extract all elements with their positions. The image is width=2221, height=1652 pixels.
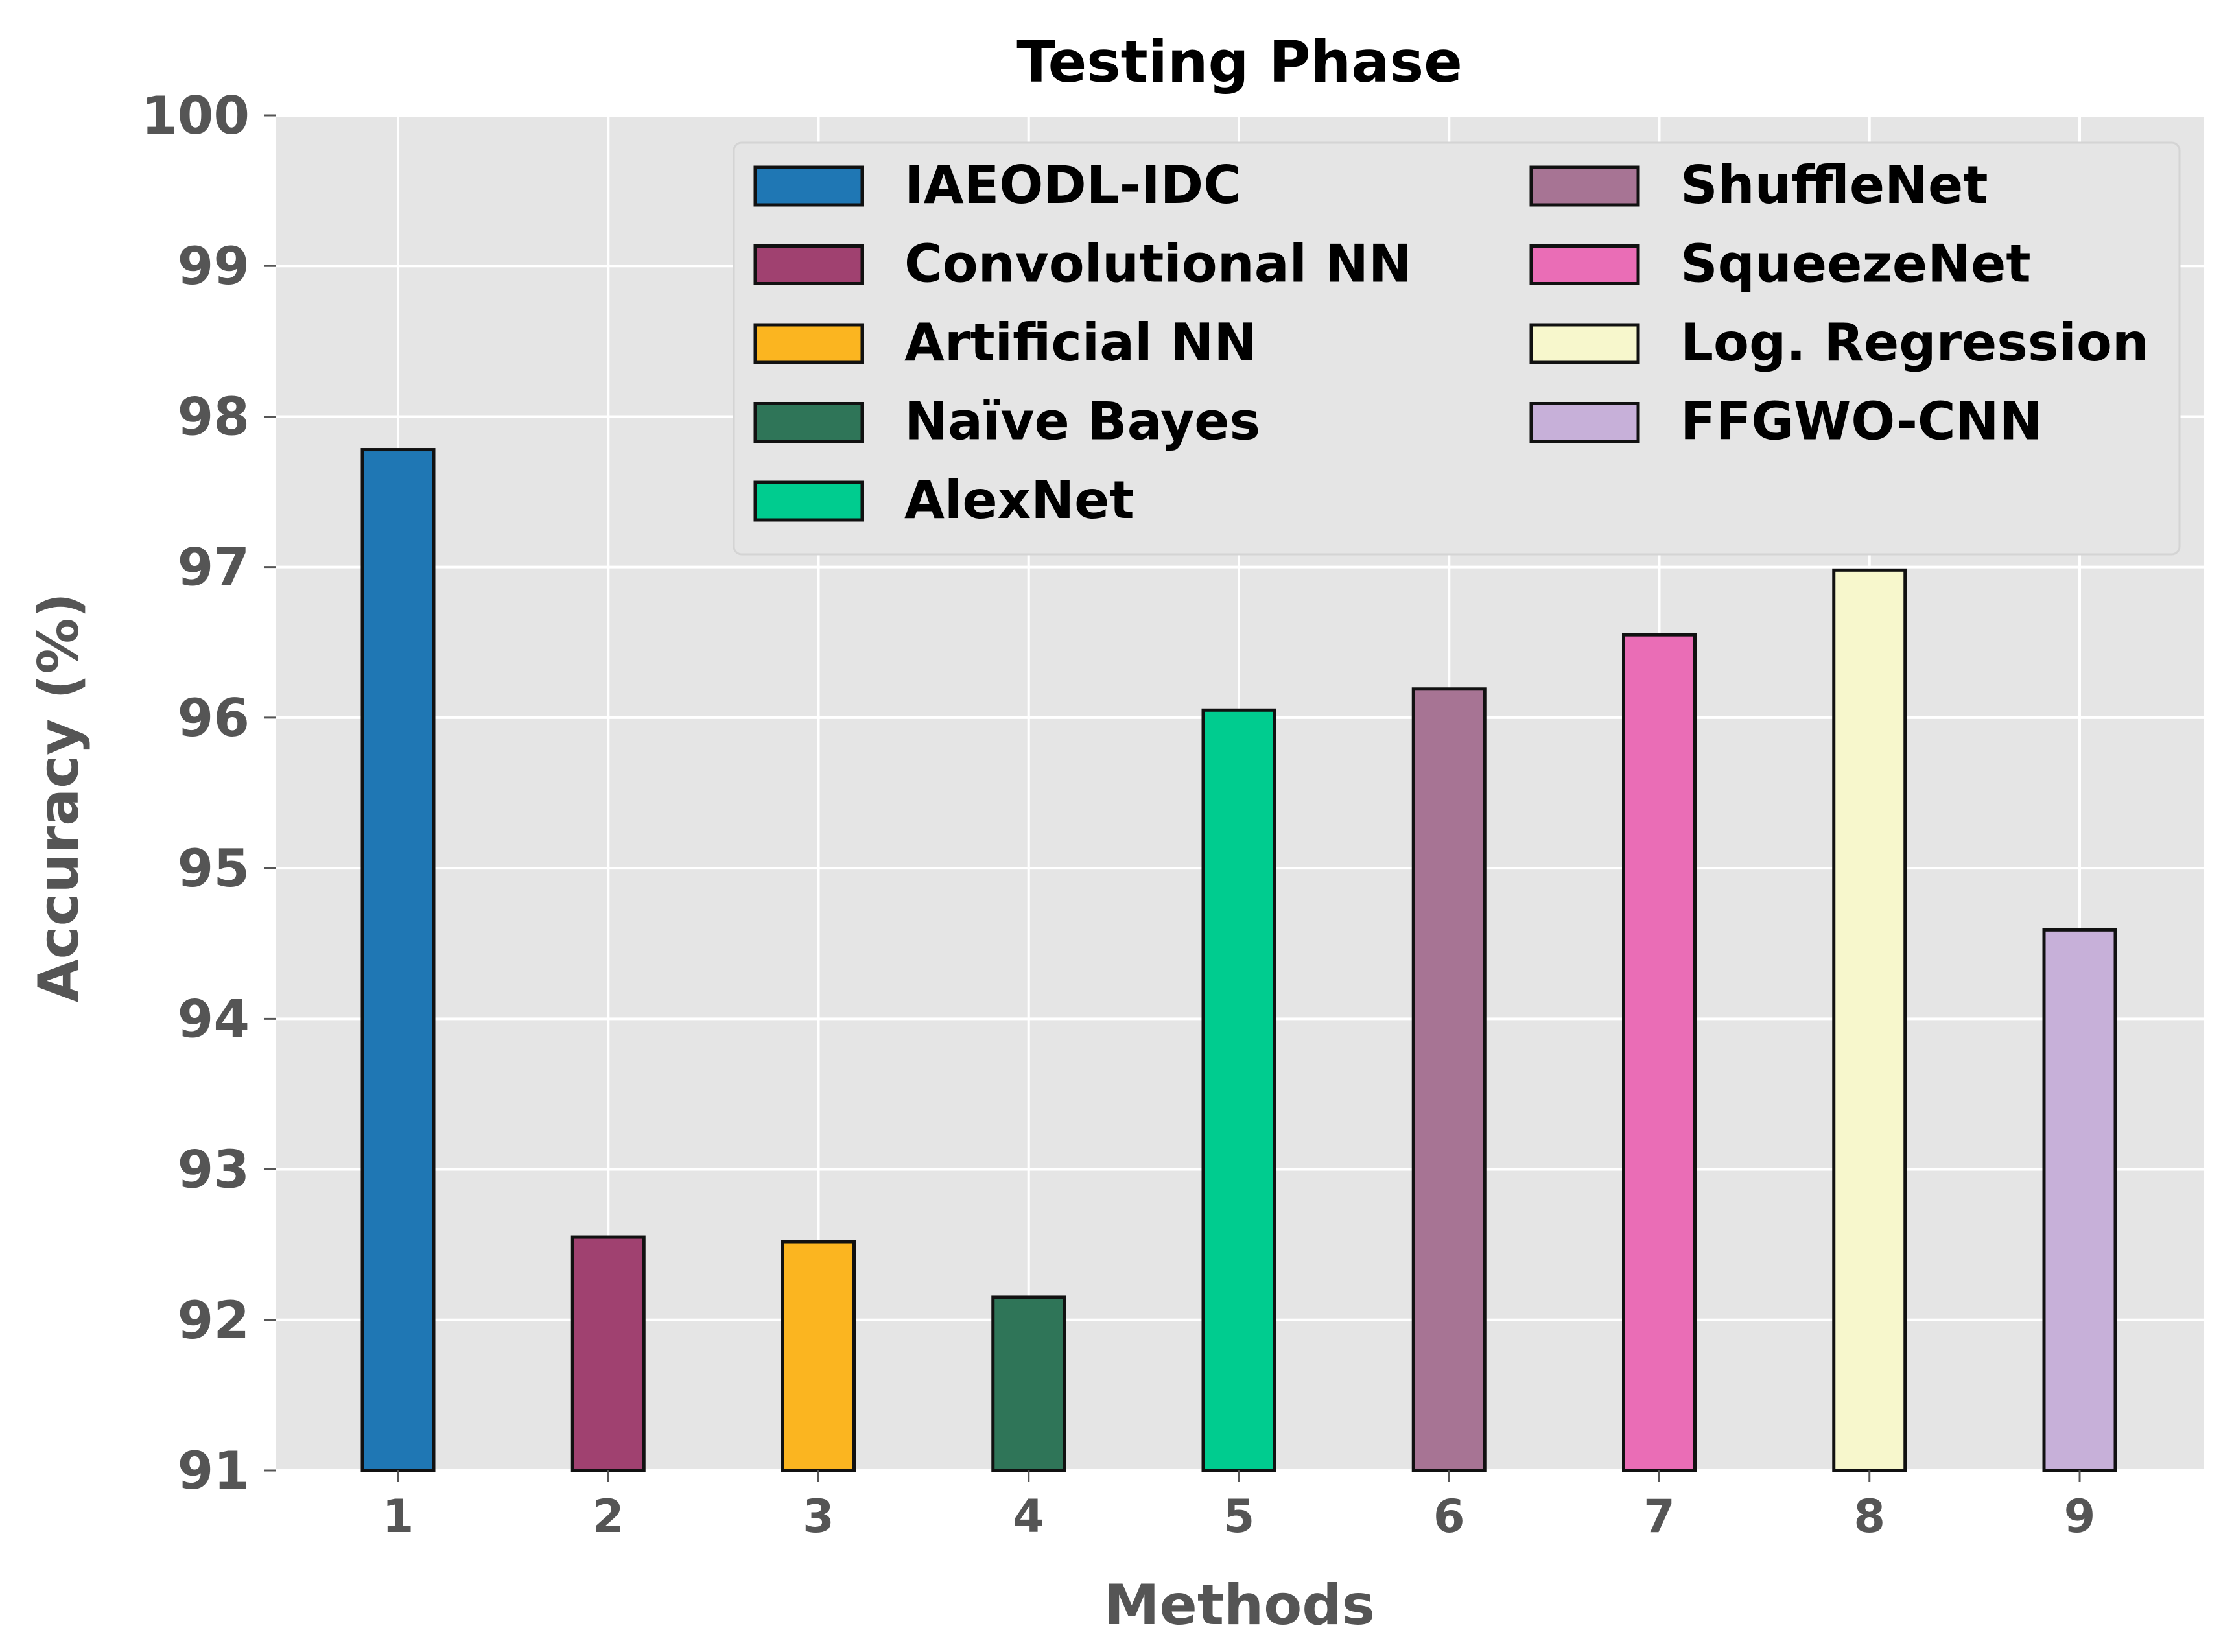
legend-label: Naïve Bayes: [904, 392, 1260, 452]
y-tick-label: 96: [178, 688, 250, 748]
x-tick-label: 7: [1643, 1490, 1675, 1543]
y-tick-label: 97: [178, 537, 250, 598]
legend-frame: [733, 141, 2181, 556]
x-tick-label: 2: [593, 1490, 624, 1543]
y-tick-label: 93: [178, 1140, 250, 1200]
x-tick-label: 3: [803, 1490, 834, 1543]
legend-swatch: [753, 323, 864, 364]
x-tick-label: 1: [382, 1490, 414, 1543]
x-tick-label: 9: [2064, 1490, 2096, 1543]
legend-label: SqueezeNet: [1680, 234, 2031, 294]
bar-8: [1832, 568, 1907, 1472]
legend-label: ShuffleNet: [1680, 155, 1988, 215]
legend-swatch: [753, 244, 864, 285]
x-axis-label: Methods: [1104, 1573, 1375, 1638]
y-axis: 91 92 93 94 95 96 97 98 99 100: [141, 86, 276, 1501]
y-tick-label: 100: [141, 86, 250, 146]
bar-2: [570, 1235, 646, 1472]
y-tick-label: 94: [178, 989, 250, 1049]
x-tick-label: 5: [1223, 1490, 1255, 1543]
bar-9: [2042, 928, 2117, 1472]
x-tick-label: 8: [1853, 1490, 1885, 1543]
legend-label: Artificial NN: [904, 313, 1257, 373]
legend-label: IAEODL-IDC: [904, 155, 1241, 215]
bar-6: [1411, 687, 1487, 1472]
bar-7: [1622, 633, 1697, 1472]
y-tick-label: 98: [178, 386, 250, 447]
legend-swatch: [753, 165, 864, 207]
legend-swatch: [753, 402, 864, 443]
legend-label: Convolutional NN: [904, 234, 1412, 294]
x-tick-label: 4: [1013, 1490, 1044, 1543]
bar-1: [360, 448, 436, 1472]
legend-swatch: [1529, 244, 1640, 285]
legend-label: FFGWO-CNN: [1680, 392, 2043, 452]
bars: [360, 448, 2117, 1472]
y-tick-label: 95: [178, 838, 250, 899]
chart-title: Testing Phase: [1016, 29, 1463, 95]
x-axis: 1 2 3 4 5 6 7 8 9: [382, 1470, 2096, 1543]
legend-swatch: [1529, 323, 1640, 364]
legend-swatch: [1529, 165, 1640, 207]
legend-swatch: [1529, 402, 1640, 443]
y-axis-label: Accuracy (%): [27, 593, 91, 1002]
bar-4: [991, 1295, 1066, 1472]
legend: IAEODL-IDC Convolutional NN Artificial NN N…: [733, 141, 2181, 556]
legend-label: Log. Regression: [1680, 313, 2149, 373]
bar-3: [781, 1240, 856, 1472]
y-tick-label: 92: [178, 1290, 250, 1351]
bar-5: [1201, 708, 1276, 1472]
legend-label: AlexNet: [904, 470, 1134, 530]
y-tick-label: 99: [178, 236, 250, 296]
y-tick-label: 91: [178, 1441, 250, 1501]
legend-swatch: [753, 480, 864, 522]
x-tick-label: 6: [1433, 1490, 1465, 1543]
